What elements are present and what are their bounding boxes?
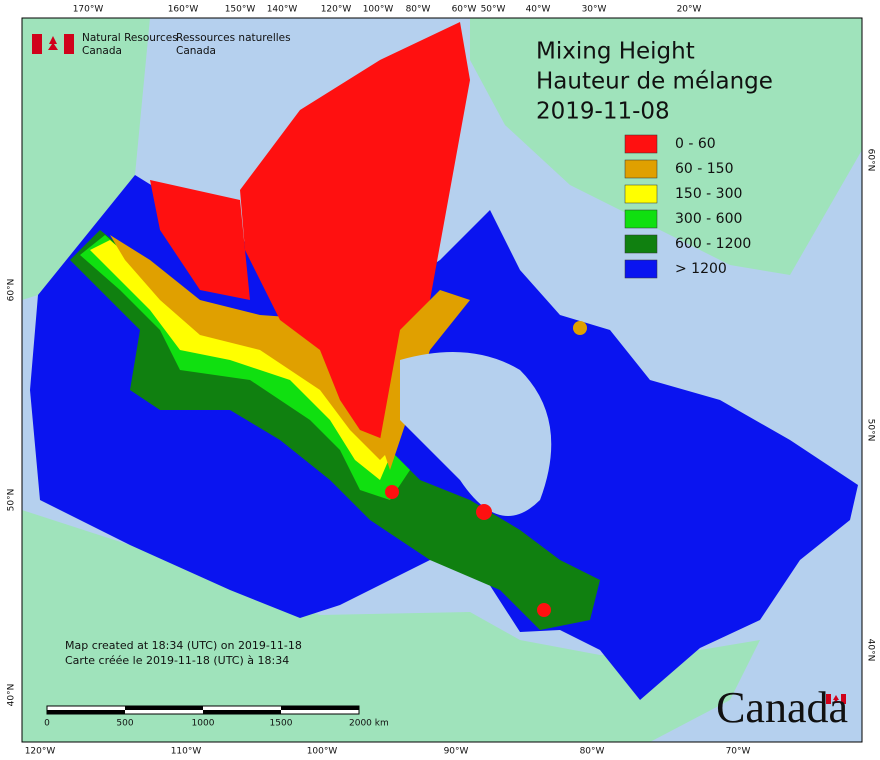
zone-60-150 (110, 235, 400, 460)
title: Hauteur de mélange (536, 69, 773, 95)
agency-logo: Natural Resources Canada Ressources natu… (32, 32, 291, 57)
flag-bar (32, 34, 42, 54)
zone-0-60 (240, 22, 470, 440)
agency-fr: Canada (176, 45, 216, 57)
legend-swatch (624, 184, 658, 204)
zone-60-150 (380, 290, 470, 470)
title: Mixing Height (536, 39, 695, 65)
agency-en: Canada (82, 45, 122, 57)
legend-swatch (624, 259, 658, 279)
graticule-label: 120°W (321, 5, 352, 15)
graticule-label: 50°W (481, 5, 506, 15)
graticule-label: 170°W (73, 5, 104, 15)
legend-label: 60 - 150 (675, 161, 734, 177)
date: 2019-11-08 (536, 99, 670, 125)
graticule-label: 90°W (444, 747, 469, 757)
scale-bar-segment (281, 706, 359, 710)
hotspot (537, 603, 551, 617)
agency-en: Natural Resources (82, 32, 178, 44)
graticule-label: 30°W (582, 5, 607, 15)
scale-label: 1000 (192, 719, 215, 729)
graticule-label: 40°W (526, 5, 551, 15)
legend-label: 600 - 1200 (675, 236, 751, 252)
frame (21, 17, 863, 743)
graticule-label: 60°N (7, 279, 17, 302)
legend-swatch (624, 134, 658, 154)
hotspot (573, 321, 587, 335)
flag-bar (826, 694, 831, 704)
graticule-label: 100°W (363, 5, 394, 15)
canada-wordmark: Canada (716, 683, 848, 732)
graticule-label: 160°W (168, 5, 199, 15)
graticule-label: 110°W (171, 747, 202, 757)
legend-label: 0 - 60 (675, 136, 716, 152)
maple-leaf (48, 36, 58, 50)
hotspot (385, 485, 399, 499)
graticule-label: 100°W (307, 747, 338, 757)
greenland (470, 18, 862, 275)
graticule-label: 20°W (677, 5, 702, 15)
scale-label: 2000 km (349, 719, 389, 729)
graticule-label: 80°W (406, 5, 431, 15)
united-states (22, 510, 760, 742)
graticule-label: 50°N (7, 489, 17, 512)
flag-bar (64, 34, 74, 54)
graticule-label: 40°N (866, 639, 876, 662)
hudson-bay (400, 352, 552, 516)
scale-bar (46, 705, 360, 715)
graticule-label: 50°N (866, 419, 876, 442)
wordmark: Canada (716, 683, 848, 732)
scale-bar-segment (47, 710, 125, 714)
graticule-label: 40°N (7, 684, 17, 707)
legend-swatch (624, 159, 658, 179)
footnote: Map created at 18:34 (UTC) on 2019-11-18 (65, 639, 302, 652)
graticule-label: 150°W (225, 5, 256, 15)
alaska (22, 18, 150, 300)
legend-label: > 1200 (675, 261, 727, 277)
legend-label: 150 - 300 (675, 186, 742, 202)
footnote: Carte créée le 2019-11-18 (UTC) à 18:34 (65, 654, 289, 667)
graticule-label: 60°W (452, 5, 477, 15)
maple-leaf (833, 695, 839, 703)
hotspot (476, 504, 492, 520)
scale-label: 500 (116, 719, 133, 729)
legend-swatch (624, 209, 658, 229)
graticule-label: 120°W (25, 747, 56, 757)
scale-bar-segment (125, 706, 203, 710)
zone-0-60 (150, 180, 250, 300)
graticule-label: 70°W (726, 747, 751, 757)
graticule-label: 80°W (580, 747, 605, 757)
agency-fr: Ressources naturelles (176, 32, 291, 44)
graticule-label: 60°N (866, 149, 876, 172)
legend-label: 300 - 600 (675, 211, 742, 227)
scale-label: 1500 (270, 719, 293, 729)
graticule-label: 140°W (267, 5, 298, 15)
scale-label: 0 (44, 719, 50, 729)
legend-swatch (624, 234, 658, 254)
flag-bar (841, 694, 846, 704)
scale-bar-segment (203, 710, 281, 714)
